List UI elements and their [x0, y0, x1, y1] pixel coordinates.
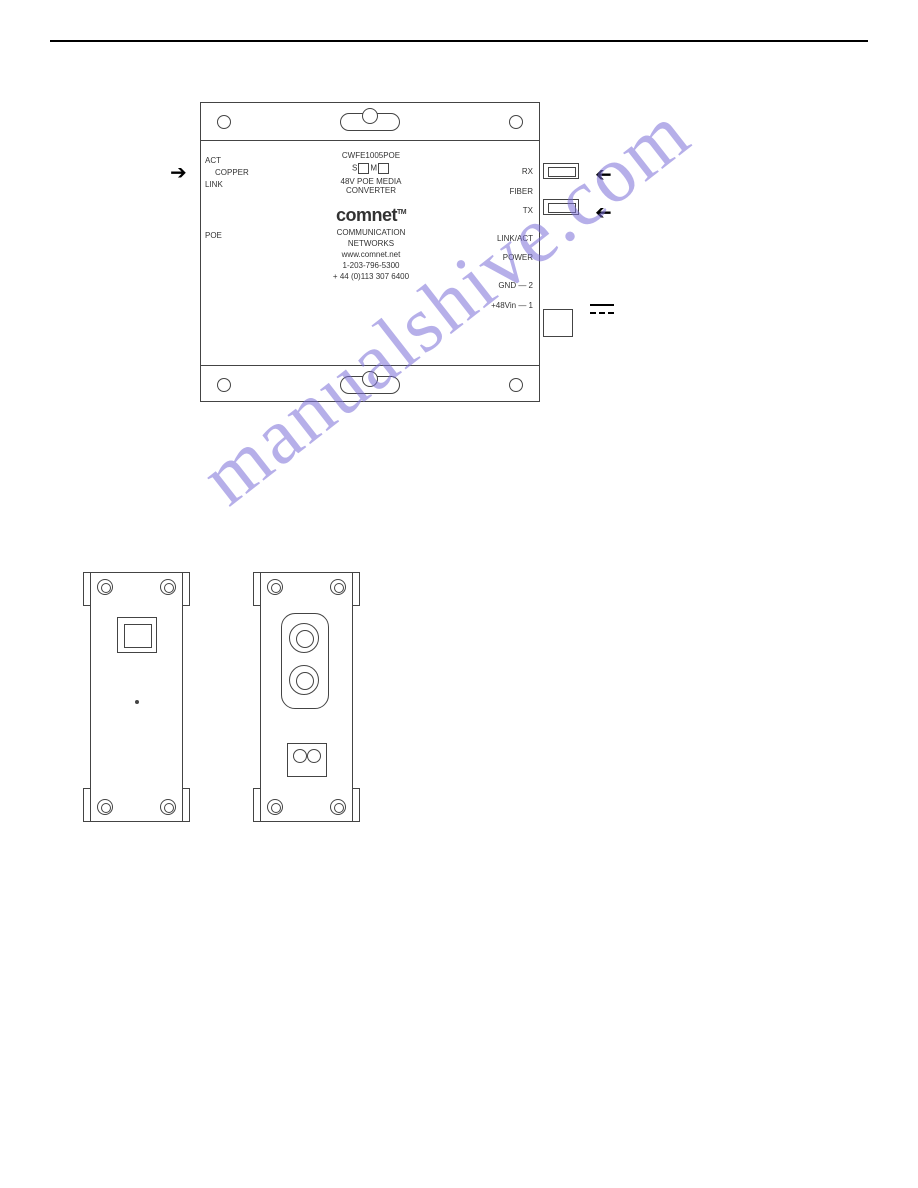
power-polarity-lines: [590, 304, 614, 320]
comm-line: COMMUNICATION: [291, 228, 451, 237]
right-labels: RX FIBER TX LINK/ACT POWER GND — 2 +48Vi…: [491, 163, 533, 316]
power-label: POWER: [491, 249, 533, 267]
m-letter: M: [370, 164, 377, 173]
brand-logo: comnetTM: [291, 205, 451, 226]
left-side-view: [90, 572, 200, 822]
solid-line: [590, 304, 614, 306]
mount-slot: [340, 376, 400, 394]
top-view-figure: ➔ ACT COPPER LINK POE CWFE1005POE SM: [130, 102, 730, 452]
fiber-label: FIBER: [491, 183, 533, 201]
dot: [135, 700, 139, 704]
s-letter: S: [352, 164, 357, 173]
screw-icon: [330, 579, 346, 595]
bracket: [353, 788, 360, 822]
linkact-label: LINK/ACT: [491, 230, 533, 248]
mount-hole: [509, 115, 523, 129]
copper-label: COPPER: [215, 167, 249, 179]
flange-top: [201, 103, 539, 141]
top-rule: [50, 40, 868, 42]
bracket: [183, 572, 190, 606]
m-box: [378, 163, 389, 174]
networks-line: NETWORKS: [291, 239, 451, 248]
sv-enclosure: [90, 572, 183, 822]
mount-hole: [217, 115, 231, 129]
fiber-connector: [289, 623, 319, 653]
link-label: LINK: [205, 179, 249, 191]
bracket: [183, 788, 190, 822]
bracket: [253, 788, 260, 822]
bracket: [353, 572, 360, 606]
s-box: [358, 163, 369, 174]
device-top-view: ACT COPPER LINK POE CWFE1005POE SM 48V P…: [200, 102, 540, 402]
bracket: [83, 572, 90, 606]
screw-icon: [330, 799, 346, 815]
mount-hole: [509, 378, 523, 392]
screw-icon: [97, 799, 113, 815]
side-views: [90, 572, 868, 822]
phone1-line: 1-203-796-5300: [291, 261, 451, 270]
subtitle1: 48V POE MEDIA: [291, 177, 451, 186]
terminal-block: [287, 743, 327, 777]
arrow-rx: ➔: [595, 162, 612, 187]
left-port-labels: ACT COPPER LINK: [205, 155, 249, 191]
tm-mark: TM: [397, 209, 406, 216]
rx-label: RX: [491, 163, 533, 181]
screw-icon: [97, 579, 113, 595]
sv-enclosure: [260, 572, 353, 822]
vin-row: +48Vin — 1: [491, 297, 533, 315]
gnd-row: GND — 2: [491, 277, 533, 295]
screw-icon: [160, 579, 176, 595]
arrow-tx: ➔: [595, 200, 612, 225]
mount-hole: [217, 378, 231, 392]
phone2-line: + 44 (0)113 307 6400: [291, 272, 451, 281]
screw-icon: [267, 579, 283, 595]
fiber-connector: [289, 665, 319, 695]
tx-label: TX: [491, 202, 533, 220]
dash-line: [590, 312, 614, 314]
rj45-port: [117, 617, 157, 653]
screw-icon: [160, 799, 176, 815]
silkscreen-block: CWFE1005POE SM 48V POE MEDIA CONVERTER c…: [291, 151, 451, 281]
web-line: www.comnet.net: [291, 250, 451, 259]
mount-slot: [340, 113, 400, 131]
poe-label: POE: [205, 231, 222, 240]
power-terminal: [543, 309, 573, 337]
subtitle2: CONVERTER: [291, 186, 451, 195]
bracket: [253, 572, 260, 606]
right-side-view: [260, 572, 370, 822]
rx-port: [543, 163, 579, 179]
device-body: ACT COPPER LINK POE CWFE1005POE SM 48V P…: [201, 141, 539, 365]
bracket: [83, 788, 90, 822]
flange-bottom: [201, 365, 539, 403]
arrow-left: ➔: [170, 160, 187, 185]
act-label: ACT: [205, 155, 249, 167]
model-label: CWFE1005POE: [291, 151, 451, 160]
sm-row: SM: [291, 163, 451, 174]
screw-icon: [267, 799, 283, 815]
tx-port: [543, 199, 579, 215]
